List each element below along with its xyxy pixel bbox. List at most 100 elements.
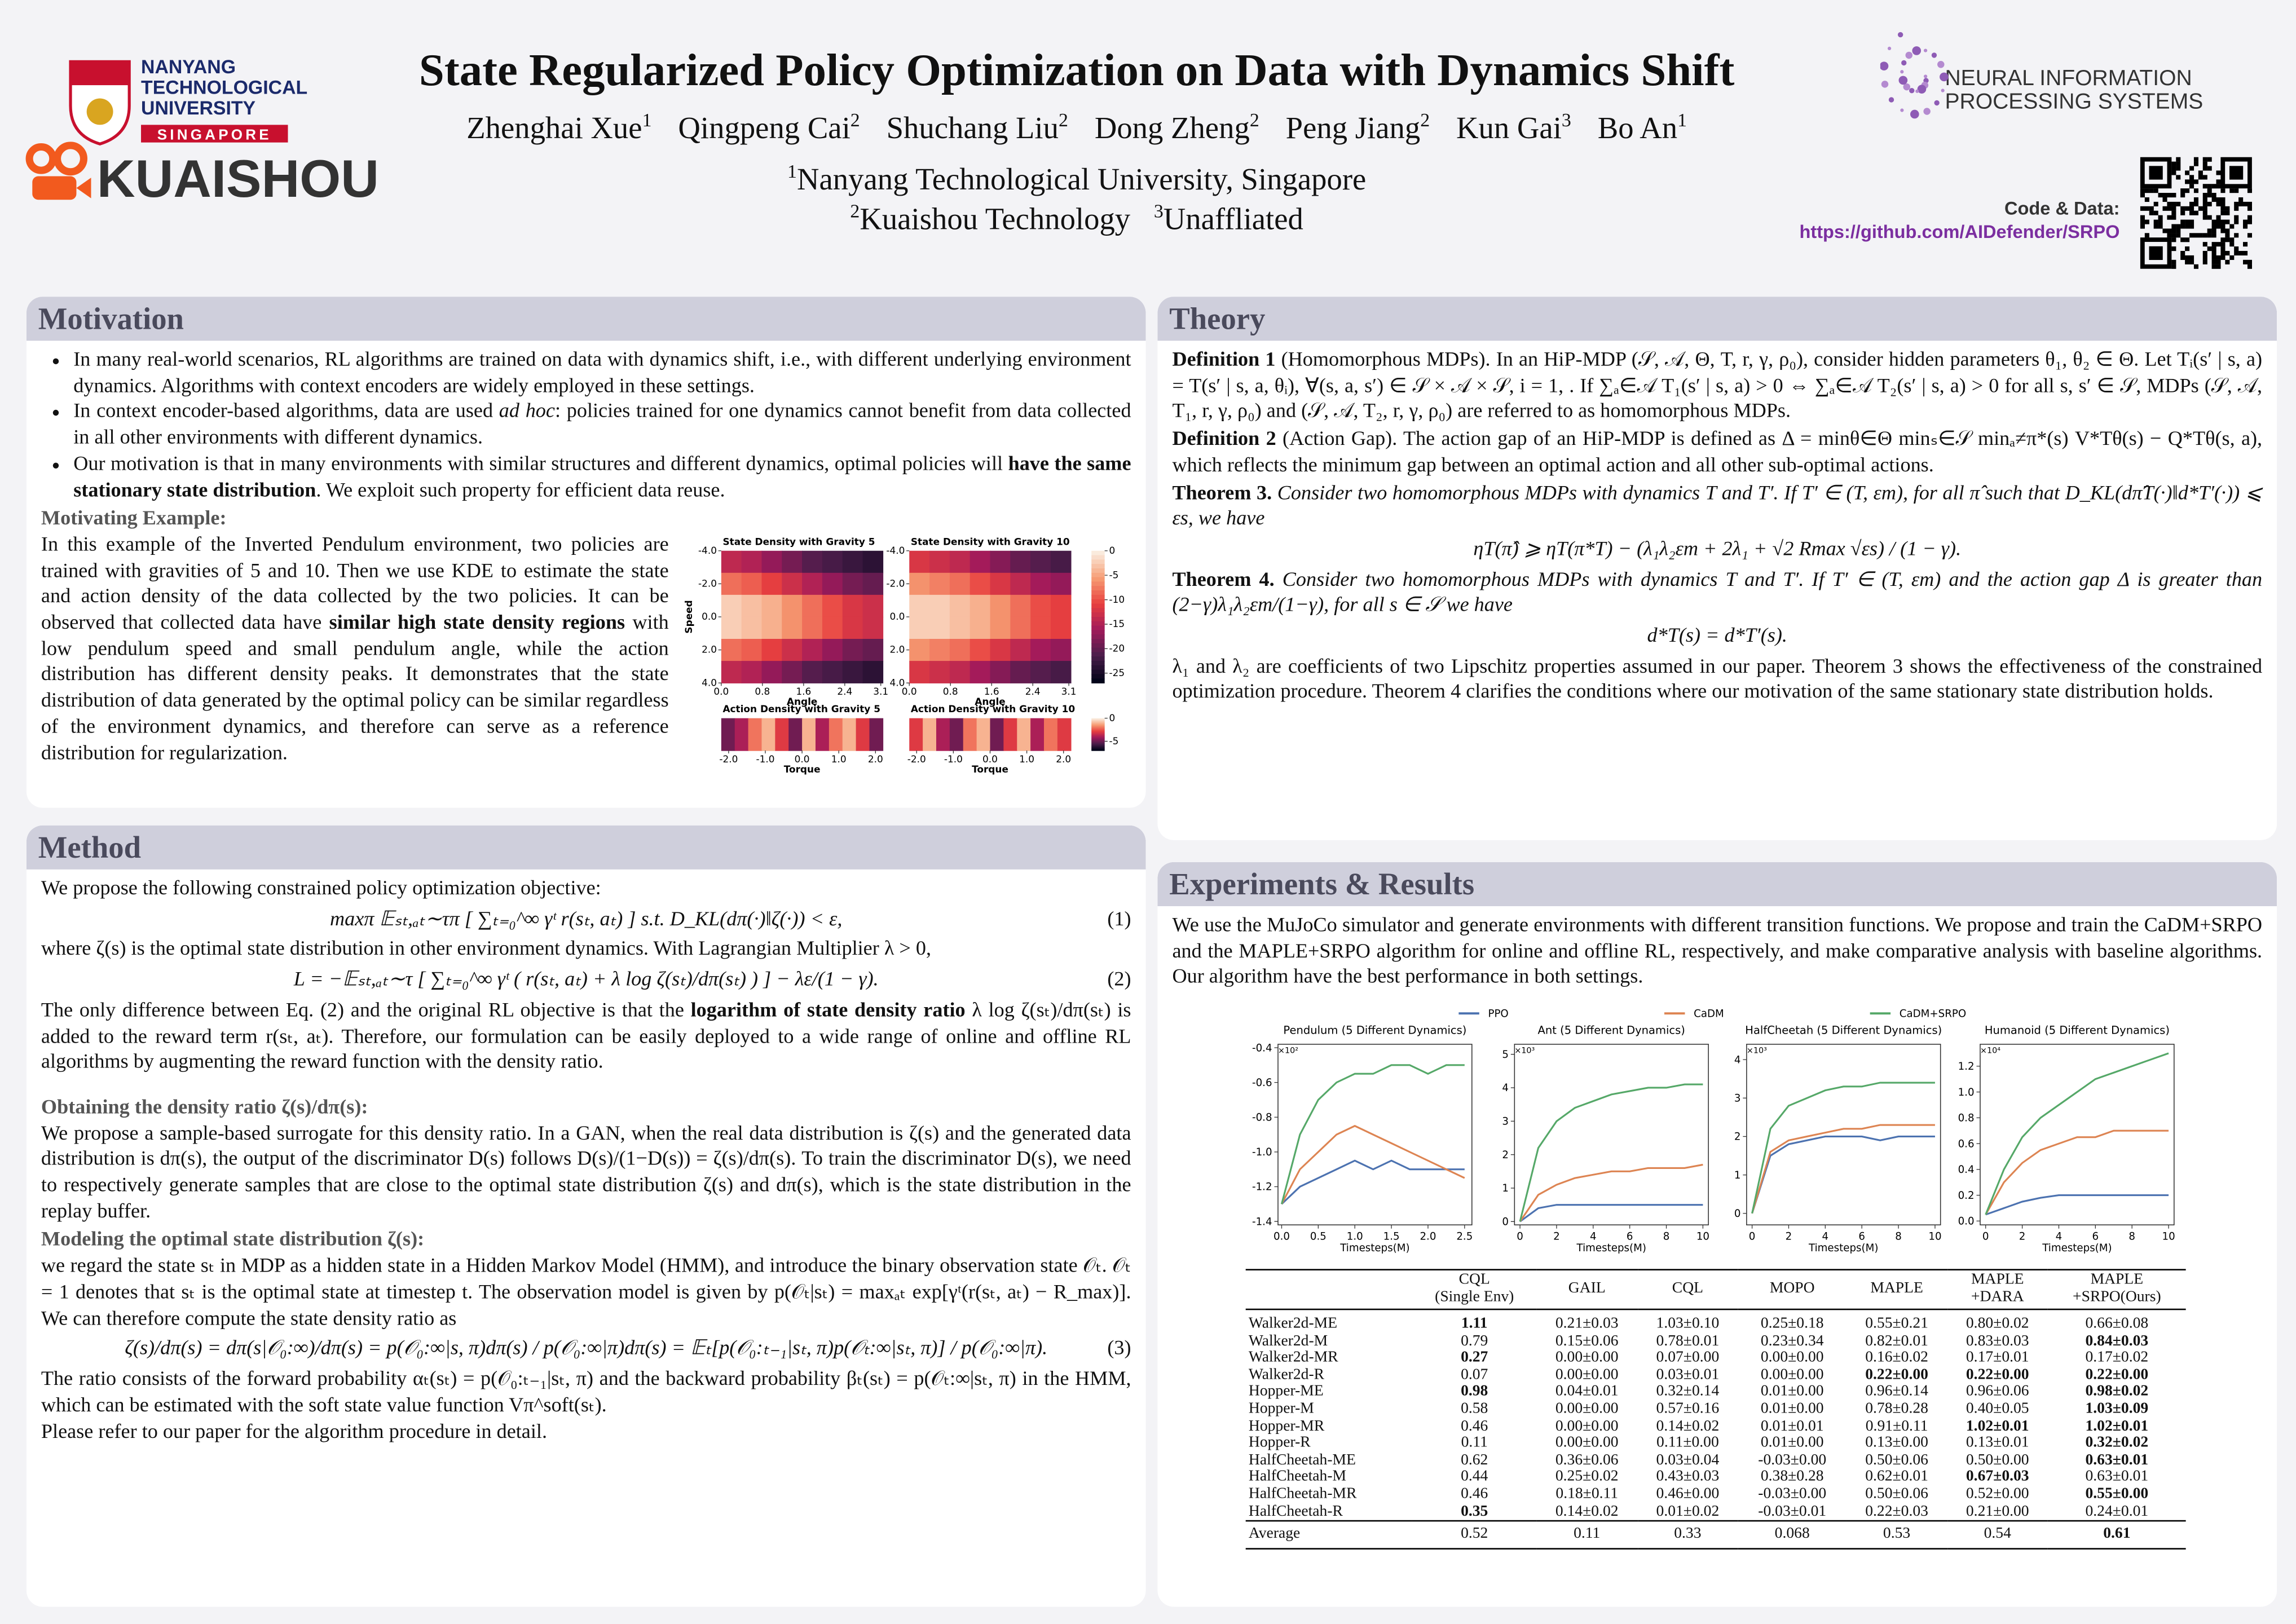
neurips-name: PROCESSING SYSTEMS	[1945, 90, 2203, 114]
cell: 0.11	[1461, 1435, 1488, 1451]
qr-module	[2185, 206, 2190, 211]
heat-cell	[1017, 718, 1032, 751]
heat-cell	[909, 616, 931, 639]
qr-module	[2140, 215, 2145, 220]
x-tick-label: 0.0	[902, 686, 917, 697]
colorbar-step	[1091, 577, 1105, 582]
qr-module	[2193, 179, 2198, 184]
qr-module	[2220, 206, 2226, 211]
colorbar-step	[1091, 747, 1105, 749]
heat-cell	[909, 660, 931, 683]
plot-frame	[1277, 1044, 1473, 1226]
plot-frame	[1980, 1044, 2175, 1226]
heat-cell	[1051, 638, 1072, 661]
heat-cell	[721, 550, 743, 573]
code-label: Code & Data:	[2004, 198, 2120, 219]
results-table-wrap: CQL (Single Env) GAIL CQL MOPO MAPLE MAPLE +DAR…	[1245, 1269, 2186, 1550]
logo-dot	[1912, 46, 1922, 55]
y-axis-label: Speed	[683, 600, 694, 633]
cell: 0.32±0.14	[1656, 1384, 1720, 1401]
cell: 0.15±0.06	[1555, 1332, 1619, 1349]
equation: ηT(π̂) ⩾ ηT(π*T) − (λ₁λ₂εm + 2λ₁ + √2 Rm…	[1172, 537, 2262, 563]
qr-module	[2193, 210, 2198, 215]
y-tick-label: -2.0	[887, 577, 905, 589]
qr-module	[2211, 184, 2216, 189]
colorbar-step	[1091, 749, 1105, 751]
equation-text: d*T(s) = d*T′(s).	[1647, 625, 1787, 648]
qr-code[interactable]	[2136, 153, 2257, 273]
y-tick-label: 0.0	[890, 611, 905, 622]
cell: 0.23±0.34	[1760, 1332, 1824, 1349]
qr-module	[2171, 224, 2176, 229]
logo-shape	[54, 142, 87, 176]
y-tick-label: -0.4	[1252, 1042, 1272, 1054]
crest-lion	[86, 98, 113, 125]
code-url[interactable]: https://github.com/AIDefender/SRPO	[1799, 222, 2120, 242]
logo-dot	[1923, 74, 1928, 78]
qr-module	[2189, 201, 2194, 206]
cell: 0.46	[1461, 1418, 1488, 1435]
text-run	[1275, 570, 1283, 592]
x-tick-label: -1.0	[756, 753, 775, 765]
header-text: MOPO	[1769, 1281, 1815, 1297]
qr-module	[2247, 215, 2253, 220]
affiliation-sup: 2	[850, 200, 860, 222]
heat-cell	[802, 572, 823, 595]
colorbar-step	[1091, 740, 1105, 743]
example-row: In this example of the Inverted Pendulum…	[41, 533, 1131, 785]
y-tick-label: -4.0	[699, 545, 717, 556]
cell: -0.03±0.01	[1758, 1503, 1827, 1520]
heat-cell	[822, 594, 844, 617]
header-cell: MAPLE +DARA	[1947, 1269, 2048, 1310]
author-sup: 2	[850, 108, 860, 131]
qr-module	[2158, 193, 2163, 198]
qr-module	[2207, 215, 2212, 220]
table-row: Hopper-M 0.58 0.00±0.00 0.57±0.16 0.01±0.00 0…	[1246, 1401, 2186, 1418]
x-tick-label: 10	[2162, 1230, 2175, 1242]
experiments-panel: Experiments & Results We use the MuJoCo …	[1157, 862, 2277, 1607]
qr-module	[2202, 157, 2207, 162]
qr-module	[2167, 193, 2172, 198]
text-run: (Action Gap). The action gap of an HiP-M…	[1172, 429, 2263, 478]
qr-module	[2193, 161, 2198, 166]
heat-cell	[1010, 594, 1032, 617]
colorbar-step	[1091, 581, 1105, 586]
cell: -0.03±0.00	[1758, 1486, 1827, 1503]
heat-cell	[990, 616, 1011, 639]
qr-module	[2220, 188, 2226, 193]
qr-module	[2176, 228, 2181, 233]
panel-title: Pendulum (5 Different Dynamics)	[1283, 1024, 1466, 1037]
heat-cell	[929, 550, 951, 573]
author: Zhenghai Xue1	[466, 109, 651, 145]
affiliation-line: 1Nanyang Technological University, Singa…	[0, 160, 2153, 198]
heat-cell	[990, 572, 1011, 595]
colorbar-label: -5	[1109, 569, 1119, 580]
cell: -0.03±0.00	[1758, 1452, 1827, 1468]
logo-dot	[1903, 83, 1911, 91]
colorbar-step	[1091, 608, 1105, 613]
table-row: HalfCheetah-M 0.44 0.25±0.02 0.43±0.03 0.38±…	[1246, 1469, 2186, 1486]
paragraph: In this example of the Inverted Pendulum…	[41, 533, 669, 785]
qr-module	[2202, 233, 2207, 238]
qr-module	[2185, 246, 2190, 251]
logo-dot	[1901, 60, 1907, 66]
colorbar-step	[1091, 730, 1105, 732]
x-tick-label: 2.5	[1456, 1230, 1473, 1242]
qr-finder	[2229, 166, 2244, 180]
x-tick-label: 2.0	[1420, 1230, 1436, 1242]
text-run: In context encoder-based algorithms, dat…	[73, 401, 499, 424]
text-run: Consider two homomorphous MDPs with dyna…	[1172, 482, 2263, 531]
colorbar-step	[1091, 721, 1105, 723]
colorbar-step	[1091, 723, 1105, 725]
colorbar-step	[1091, 734, 1105, 736]
colorbar-step	[1091, 722, 1105, 724]
x-tick-label: 0.5	[1310, 1230, 1327, 1242]
qr-module	[2216, 215, 2221, 220]
heat-cell	[1010, 616, 1032, 639]
qr-module	[2229, 224, 2235, 229]
qr-module	[2216, 259, 2221, 264]
paragraph: The ratio consists of the forward probab…	[41, 1367, 1131, 1419]
series-line	[1281, 1159, 1465, 1205]
qr-module	[2247, 206, 2253, 211]
qr-module	[2171, 246, 2176, 251]
